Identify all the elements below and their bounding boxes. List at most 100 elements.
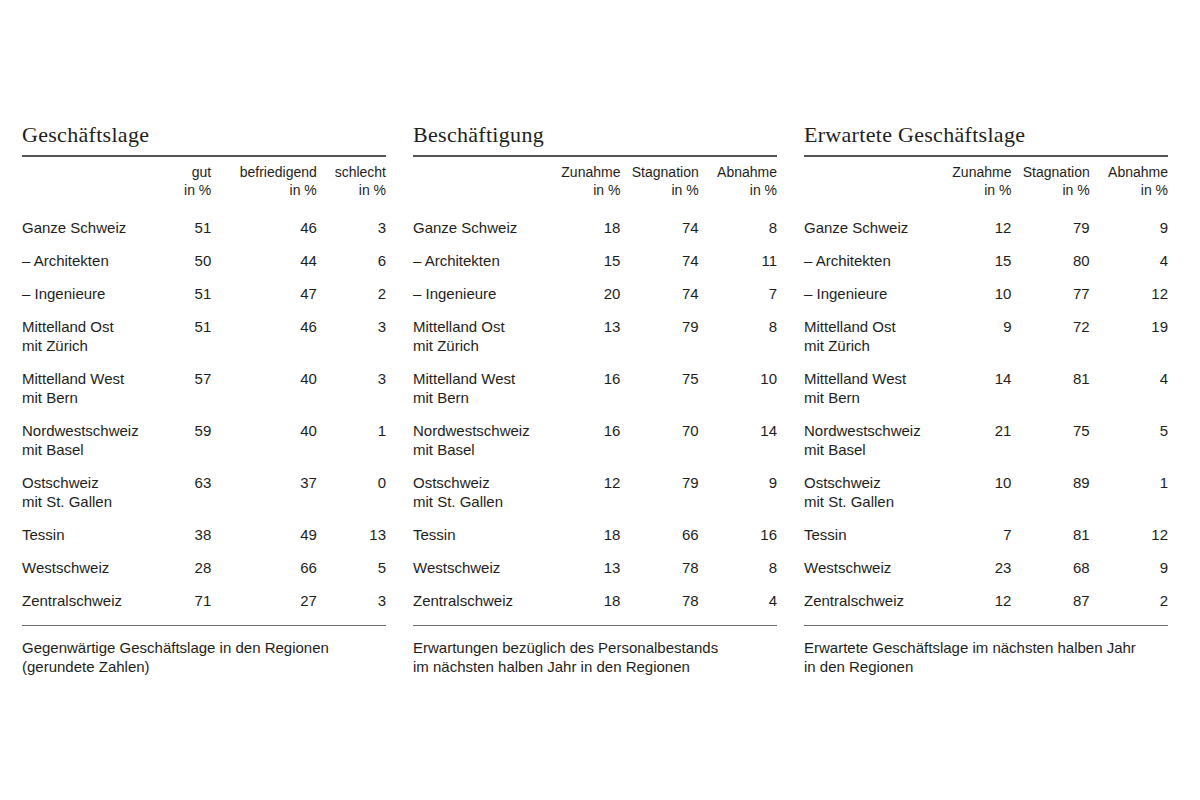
region-label: – Ingenieure — [413, 270, 559, 303]
value-cell: 1 — [1090, 459, 1168, 511]
value-cell: 63 — [168, 459, 212, 511]
value-cell: 81 — [1011, 511, 1089, 544]
beschaeftigung-table: Zunahmein % Stagnationin % Abnahmein % G… — [413, 155, 777, 625]
value-cell: 68 — [1011, 544, 1089, 577]
value-cell: 18 — [559, 511, 621, 544]
header-spacer — [413, 156, 559, 199]
table-row: Tessin 18 66 16 — [413, 511, 777, 544]
table-header-row: Zunahmein % Stagnationin % Abnahmein % — [804, 156, 1168, 199]
value-cell: 19 — [1090, 303, 1168, 355]
value-cell: 12 — [559, 459, 621, 511]
value-cell: 9 — [1090, 199, 1168, 237]
value-cell: 79 — [620, 303, 698, 355]
value-cell: 9 — [1090, 544, 1168, 577]
value-cell: 50 — [168, 237, 212, 270]
value-cell: 15 — [559, 237, 621, 270]
value-cell: 66 — [620, 511, 698, 544]
value-cell: 46 — [211, 303, 317, 355]
panel-erwartete-geschaeftslage: Erwartete Geschäftslage Zunahmein % Stag… — [804, 122, 1168, 676]
value-cell: 71 — [168, 577, 212, 625]
table-caption: Erwartungen bezüglich des Personalbestan… — [413, 625, 777, 676]
table-row: Westschweiz 28 66 5 — [22, 544, 386, 577]
value-cell: 66 — [211, 544, 317, 577]
region-label: Ostschweizmit St. Gallen — [413, 459, 559, 511]
table-row: Tessin 38 49 13 — [22, 511, 386, 544]
value-cell: 4 — [699, 577, 777, 625]
value-cell: 51 — [168, 199, 212, 237]
region-label: Westschweiz — [22, 544, 168, 577]
value-cell: 80 — [1011, 237, 1089, 270]
value-cell: 9 — [699, 459, 777, 511]
region-label: – Architekten — [804, 237, 950, 270]
table-row: Mittelland Ostmit Zürich 51 46 3 — [22, 303, 386, 355]
value-cell: 23 — [950, 544, 1012, 577]
column-header: Abnahmein % — [699, 156, 777, 199]
value-cell: 8 — [699, 303, 777, 355]
value-cell: 3 — [317, 577, 386, 625]
region-label: Ostschweizmit St. Gallen — [804, 459, 950, 511]
erwartete-geschaeftslage-table: Zunahmein % Stagnationin % Abnahmein % G… — [804, 155, 1168, 625]
header-spacer — [22, 156, 168, 199]
value-cell: 51 — [168, 303, 212, 355]
table-row: Ostschweizmit St. Gallen 12 79 9 — [413, 459, 777, 511]
region-label: Mittelland Ostmit Zürich — [413, 303, 559, 355]
value-cell: 16 — [559, 407, 621, 459]
table-row: – Ingenieure 10 77 12 — [804, 270, 1168, 303]
value-cell: 75 — [1011, 407, 1089, 459]
value-cell: 74 — [620, 237, 698, 270]
table-row: Ganze Schweiz 51 46 3 — [22, 199, 386, 237]
value-cell: 57 — [168, 355, 212, 407]
value-cell: 3 — [317, 355, 386, 407]
value-cell: 70 — [620, 407, 698, 459]
region-label: Westschweiz — [804, 544, 950, 577]
table-row: Nordwestschweizmit Basel 16 70 14 — [413, 407, 777, 459]
value-cell: 79 — [620, 459, 698, 511]
column-header: Stagnationin % — [1011, 156, 1089, 199]
value-cell: 7 — [950, 511, 1012, 544]
value-cell: 9 — [950, 303, 1012, 355]
value-cell: 13 — [559, 303, 621, 355]
region-label: – Ingenieure — [804, 270, 950, 303]
table-row: Zentralschweiz 71 27 3 — [22, 577, 386, 625]
table-row: Mittelland Westmit Bern 57 40 3 — [22, 355, 386, 407]
table-row: Westschweiz 13 78 8 — [413, 544, 777, 577]
table-row: – Architekten 15 80 4 — [804, 237, 1168, 270]
geschaeftslage-table: gutin % befriedigendin % schlechtin % Ga… — [22, 155, 386, 625]
table-row: – Ingenieure 20 74 7 — [413, 270, 777, 303]
region-label: Westschweiz — [413, 544, 559, 577]
table-row: Nordwestschweizmit Basel 59 40 1 — [22, 407, 386, 459]
region-label: Nordwestschweizmit Basel — [804, 407, 950, 459]
panel-geschaeftslage: Geschäftslage gutin % befriedigendin % s… — [22, 122, 386, 676]
region-label: Zentralschweiz — [22, 577, 168, 625]
table-row: – Ingenieure 51 47 2 — [22, 270, 386, 303]
region-label: Mittelland Westmit Bern — [22, 355, 168, 407]
value-cell: 7 — [699, 270, 777, 303]
region-label: Ganze Schweiz — [804, 199, 950, 237]
value-cell: 10 — [699, 355, 777, 407]
table-row: Ostschweizmit St. Gallen 10 89 1 — [804, 459, 1168, 511]
value-cell: 12 — [1090, 270, 1168, 303]
value-cell: 81 — [1011, 355, 1089, 407]
value-cell: 8 — [699, 199, 777, 237]
table-row: Mittelland Ostmit Zürich 9 72 19 — [804, 303, 1168, 355]
value-cell: 16 — [559, 355, 621, 407]
table-row: Ganze Schweiz 12 79 9 — [804, 199, 1168, 237]
region-label: Mittelland Ostmit Zürich — [22, 303, 168, 355]
value-cell: 21 — [950, 407, 1012, 459]
table-row: Westschweiz 23 68 9 — [804, 544, 1168, 577]
region-label: Zentralschweiz — [413, 577, 559, 625]
value-cell: 11 — [699, 237, 777, 270]
table-row: – Architekten 15 74 11 — [413, 237, 777, 270]
table-header-row: Zunahmein % Stagnationin % Abnahmein % — [413, 156, 777, 199]
table-row: Mittelland Ostmit Zürich 13 79 8 — [413, 303, 777, 355]
region-label: Tessin — [413, 511, 559, 544]
value-cell: 12 — [950, 577, 1012, 625]
region-label: Nordwestschweizmit Basel — [22, 407, 168, 459]
value-cell: 2 — [1090, 577, 1168, 625]
value-cell: 12 — [950, 199, 1012, 237]
region-label: Nordwestschweizmit Basel — [413, 407, 559, 459]
panel-title: Geschäftslage — [22, 122, 386, 148]
column-header: schlechtin % — [317, 156, 386, 199]
column-header: Stagnationin % — [620, 156, 698, 199]
table-row: Tessin 7 81 12 — [804, 511, 1168, 544]
